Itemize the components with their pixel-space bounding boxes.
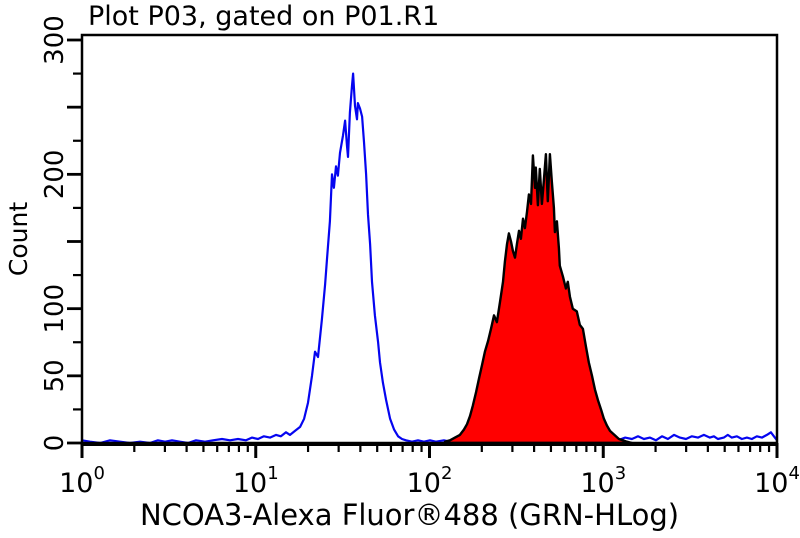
control-open-histogram [81, 72, 778, 445]
y-tick-label: 50 [40, 359, 70, 392]
y-tick-label: 300 [40, 15, 70, 65]
plot-frame [80, 33, 779, 446]
x-tick-label: 103 [580, 463, 626, 499]
ncoa3-stained-filled-histogram [443, 153, 634, 445]
x-tick-label: 100 [59, 463, 105, 499]
y-axis-ticks: 0 50 100 200 300 [40, 15, 82, 451]
x-tick-label: 104 [754, 463, 800, 499]
x-tick-label: 102 [407, 463, 453, 499]
plot-title: Plot P03, gated on P01.R1 [88, 1, 440, 32]
y-tick-label: 100 [40, 284, 70, 334]
x-axis-ticks: 100 101 102 103 104 [59, 443, 800, 499]
x-axis-label: NCOA3-Alexa Fluor®488 (GRN-HLog) [139, 498, 680, 532]
histogram-curves [81, 72, 778, 445]
y-tick-label: 0 [40, 435, 70, 452]
y-tick-label: 200 [40, 150, 70, 200]
x-tick-label: 101 [233, 463, 279, 499]
